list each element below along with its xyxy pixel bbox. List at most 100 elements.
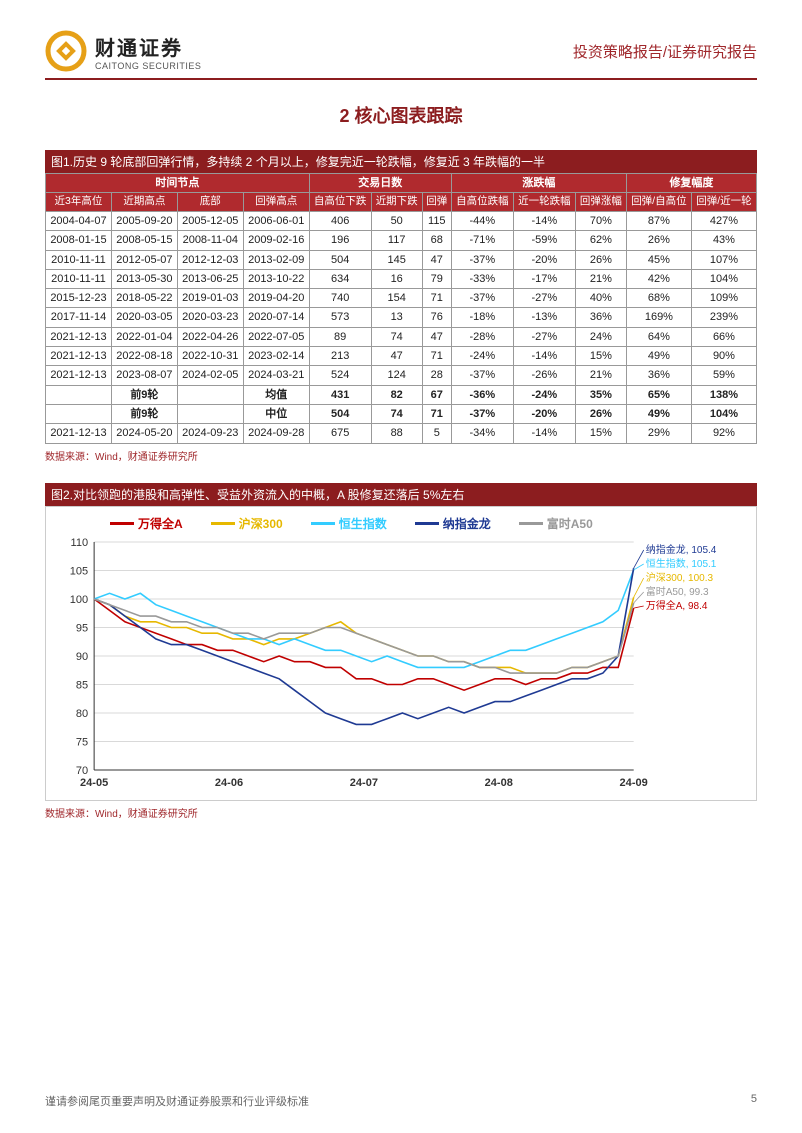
table-cell: 2020-03-05 <box>111 308 177 327</box>
table-cell: -17% <box>513 269 575 288</box>
table-cell: -37% <box>451 289 513 308</box>
table-row: 2004-04-072005-09-202005-12-052006-06-01… <box>46 211 757 230</box>
table-row: 2021-12-132022-01-042022-04-262022-07-05… <box>46 327 757 346</box>
sub-header: 近期下跌 <box>371 193 422 212</box>
table-cell: 2013-02-09 <box>243 250 309 269</box>
table-cell: -71% <box>451 231 513 250</box>
table-cell: 68% <box>626 289 691 308</box>
legend-swatch <box>211 522 235 525</box>
table-cell: 36% <box>575 308 626 327</box>
table-cell: 2005-12-05 <box>177 211 243 230</box>
sub-header: 回弹 <box>422 193 451 212</box>
table-cell: 104% <box>691 269 756 288</box>
table-cell: 2017-11-14 <box>46 308 112 327</box>
table-cell <box>177 404 243 423</box>
table-cell: 5 <box>422 424 451 443</box>
table-cell: 573 <box>309 308 371 327</box>
table1: 时间节点 交易日数 涨跌幅 修复幅度 近3年高位近期高点底部回弹高点自高位下跌近… <box>45 173 757 444</box>
table-cell: -20% <box>513 404 575 423</box>
legend-label: 富时A50 <box>547 515 593 532</box>
svg-text:24-08: 24-08 <box>485 777 513 789</box>
table-cell: 406 <box>309 211 371 230</box>
section-title: 2 核心图表跟踪 <box>45 102 757 128</box>
svg-text:24-05: 24-05 <box>80 777 108 789</box>
table-row: 2008-01-152008-05-152008-11-042009-02-16… <box>46 231 757 250</box>
table-cell: 15% <box>575 347 626 366</box>
table-cell: 634 <box>309 269 371 288</box>
table-cell: 2024-02-05 <box>177 366 243 385</box>
table-cell: 104% <box>691 404 756 423</box>
table-cell: 2008-11-04 <box>177 231 243 250</box>
svg-text:100: 100 <box>70 594 88 606</box>
legend-swatch <box>110 522 134 525</box>
table-cell: 70% <box>575 211 626 230</box>
table-cell: 均值 <box>243 385 309 404</box>
svg-text:85: 85 <box>76 679 88 691</box>
company-name-en: CAITONG SECURITIES <box>95 61 201 71</box>
table-cell: -14% <box>513 347 575 366</box>
table-cell: -36% <box>451 385 513 404</box>
legend-item: 万得全A <box>110 515 183 532</box>
table-cell: 68 <box>422 231 451 250</box>
svg-text:90: 90 <box>76 651 88 663</box>
svg-text:110: 110 <box>71 537 89 549</box>
table-cell: -20% <box>513 250 575 269</box>
table-cell: -27% <box>513 289 575 308</box>
legend-label: 沪深300 <box>239 515 283 532</box>
table-row: 2021-12-132023-08-072024-02-052024-03-21… <box>46 366 757 385</box>
table-row: 2021-12-132024-05-202024-09-232024-09-28… <box>46 424 757 443</box>
legend-swatch <box>415 522 439 525</box>
table-cell: 前9轮 <box>111 404 177 423</box>
table-cell: -18% <box>451 308 513 327</box>
footer-disclaimer: 谨请参阅尾页重要声明及财通证券股票和行业评级标准 <box>45 1093 309 1109</box>
table-cell: 26% <box>575 404 626 423</box>
legend-swatch <box>311 522 335 525</box>
table-cell: 62% <box>575 231 626 250</box>
sub-header: 近一轮跌幅 <box>513 193 575 212</box>
table-cell: 36% <box>626 366 691 385</box>
table-cell: 66% <box>691 327 756 346</box>
table-cell: 88 <box>371 424 422 443</box>
table-cell: 90% <box>691 347 756 366</box>
svg-text:纳指金龙, 105.4: 纳指金龙, 105.4 <box>646 543 717 556</box>
table-cell: 2022-07-05 <box>243 327 309 346</box>
table-cell: -28% <box>451 327 513 346</box>
table-row: 2015-12-232018-05-222019-01-032019-04-20… <box>46 289 757 308</box>
table-cell <box>46 404 112 423</box>
table-cell: 2022-10-31 <box>177 347 243 366</box>
table-cell: 2024-05-20 <box>111 424 177 443</box>
table-cell: 2012-12-03 <box>177 250 243 269</box>
table-cell: 79 <box>422 269 451 288</box>
table-cell: 2005-09-20 <box>111 211 177 230</box>
table-cell: 504 <box>309 404 371 423</box>
table-cell: 89 <box>309 327 371 346</box>
table-cell: 2012-05-07 <box>111 250 177 269</box>
table-row: 2021-12-132022-08-182022-10-312023-02-14… <box>46 347 757 366</box>
table-cell: 59% <box>691 366 756 385</box>
table-cell: 87% <box>626 211 691 230</box>
logo-icon <box>45 30 87 72</box>
svg-text:70: 70 <box>76 765 88 777</box>
legend-swatch <box>519 522 543 525</box>
table-cell: 2021-12-13 <box>46 366 112 385</box>
table-cell: 47 <box>422 250 451 269</box>
table-cell: 35% <box>575 385 626 404</box>
table1-source: 数据来源：Wind，财通证券研究所 <box>45 448 757 463</box>
chart-container: 万得全A沪深300恒生指数纳指金龙富时A50 70758085909510010… <box>45 506 757 801</box>
table-cell: 2019-01-03 <box>177 289 243 308</box>
table-cell: 2020-07-14 <box>243 308 309 327</box>
table-cell: 675 <box>309 424 371 443</box>
svg-text:95: 95 <box>76 622 88 634</box>
table-cell: 65% <box>626 385 691 404</box>
table-cell: 2021-12-13 <box>46 327 112 346</box>
table-cell: 2013-06-25 <box>177 269 243 288</box>
sub-header: 回弹涨幅 <box>575 193 626 212</box>
table-cell: 2004-04-07 <box>46 211 112 230</box>
table-cell: -24% <box>513 385 575 404</box>
sub-header: 自高位跌幅 <box>451 193 513 212</box>
legend-label: 万得全A <box>138 515 183 532</box>
table-cell: -14% <box>513 211 575 230</box>
table-cell: 124 <box>371 366 422 385</box>
table-cell: 49% <box>626 347 691 366</box>
table-cell: 427% <box>691 211 756 230</box>
